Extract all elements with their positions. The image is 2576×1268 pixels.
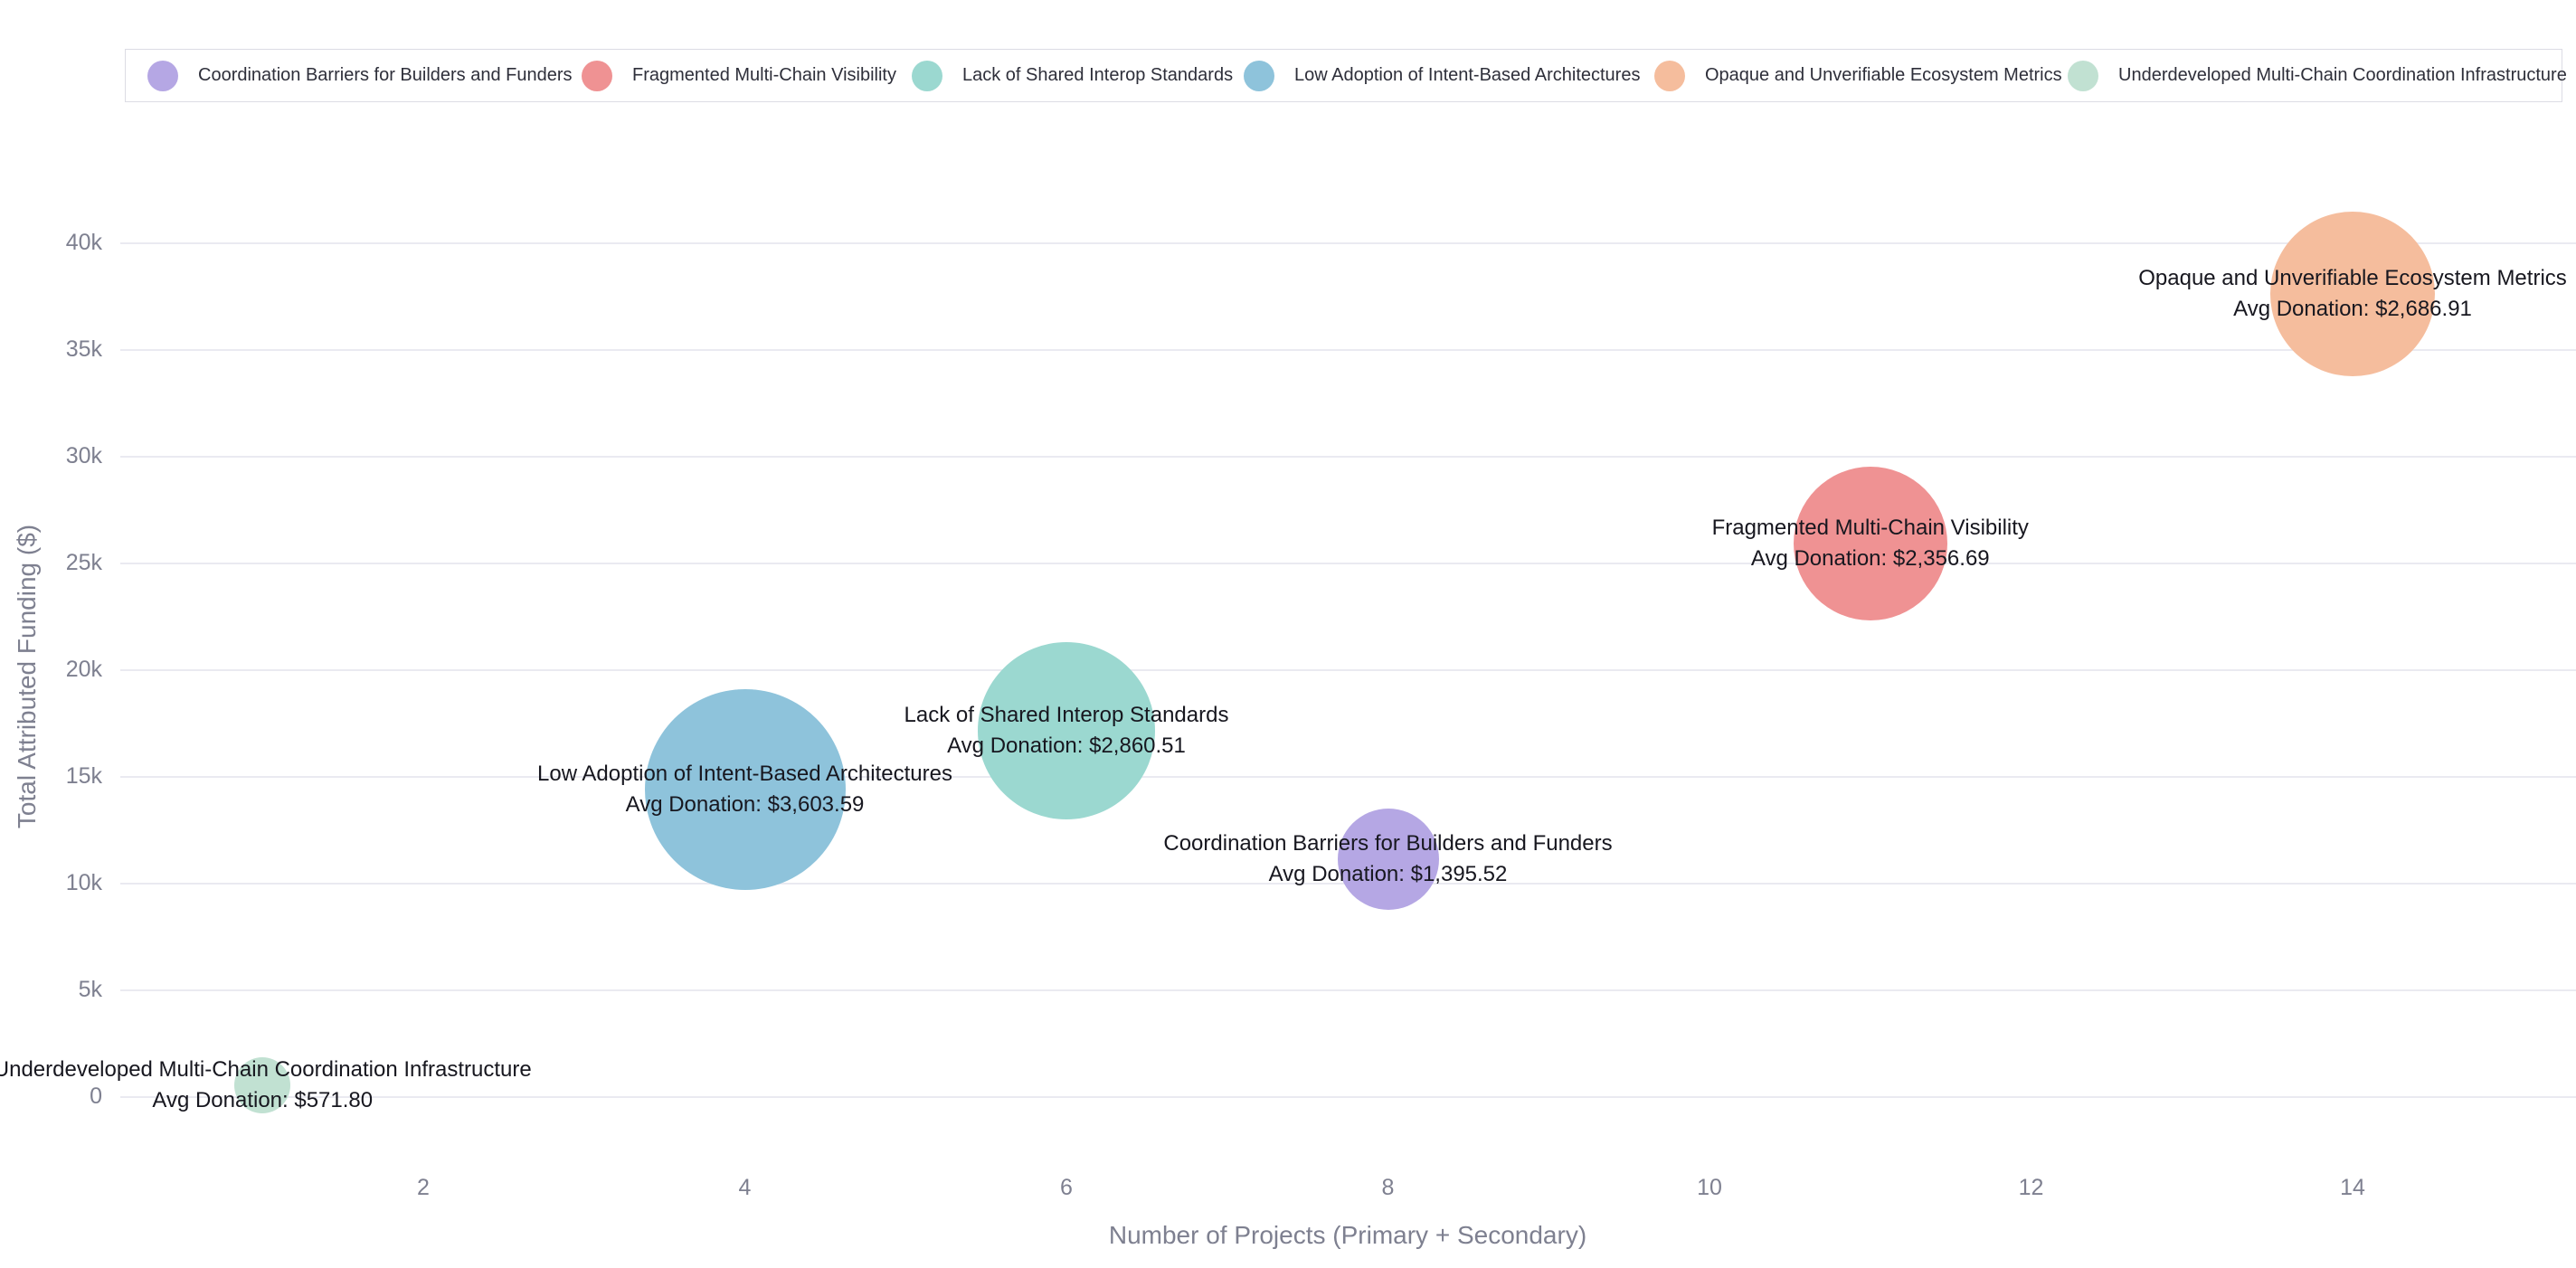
gridline-20k — [120, 669, 2576, 671]
legend-item-label: Coordination Barriers for Builders and F… — [198, 65, 573, 85]
legend-item-opaque-and-unverifiable-ecosystem-metrics[interactable]: Opaque and Unverifiable Ecosystem Metric… — [1654, 50, 2062, 101]
x-axis-title: Number of Projects (Primary + Secondary) — [1108, 1221, 1587, 1249]
y-tick-label-25k: 25k — [65, 550, 102, 575]
x-tick-label-8: 8 — [1381, 1175, 1395, 1200]
bubble-coordination-barriers-for-builders-and-funders[interactable] — [1337, 808, 1439, 910]
y-tick-label-20k: 20k — [65, 657, 102, 682]
legend-swatch-icon — [1244, 60, 1274, 91]
legend-item-label: Underdeveloped Multi-Chain Coordination … — [2118, 65, 2567, 85]
y-axis-title: Total Attributed Funding ($) — [13, 524, 41, 829]
gridline-5k — [120, 989, 2576, 991]
legend-swatch-icon — [147, 60, 178, 91]
legend-item-coordination-barriers-for-builders-and-funders[interactable]: Coordination Barriers for Builders and F… — [147, 50, 573, 101]
legend-swatch-icon — [1654, 60, 1685, 91]
y-tick-label-5k: 5k — [78, 977, 102, 1002]
y-tick-label-15k: 15k — [65, 763, 102, 789]
gridline-25k — [120, 563, 2576, 564]
legend-item-label: Low Adoption of Intent-Based Architectur… — [1294, 65, 1641, 85]
legend-swatch-icon — [582, 60, 612, 91]
bubble-underdeveloped-multi-chain-coordination-infrastructure[interactable] — [234, 1056, 291, 1113]
legend-swatch-icon — [2068, 60, 2098, 91]
legend-item-underdeveloped-multi-chain-coordination-infrastructure[interactable]: Underdeveloped Multi-Chain Coordination … — [2068, 50, 2567, 101]
legend-item-label: Opaque and Unverifiable Ecosystem Metric… — [1705, 65, 2062, 85]
legend-item-label: Lack of Shared Interop Standards — [962, 65, 1234, 85]
bubble-lack-of-shared-interop-standards[interactable] — [978, 641, 1155, 819]
x-tick-label-6: 6 — [1060, 1175, 1073, 1200]
bubble-opaque-and-unverifiable-ecosystem-metrics[interactable] — [2270, 212, 2435, 377]
legend-item-fragmented-multi-chain-visibility[interactable]: Fragmented Multi-Chain Visibility — [582, 50, 896, 101]
y-tick-label-0: 0 — [90, 1083, 102, 1109]
legend-item-lack-of-shared-interop-standards[interactable]: Lack of Shared Interop Standards — [912, 50, 1233, 101]
gridline-35k — [120, 349, 2576, 351]
y-tick-label-10k: 10k — [65, 870, 102, 895]
x-tick-label-2: 2 — [417, 1175, 430, 1200]
bubble-low-adoption-of-intent-based-architectures[interactable] — [644, 688, 846, 890]
legend-item-label: Fragmented Multi-Chain Visibility — [632, 65, 896, 85]
legend-item-low-adoption-of-intent-based-architectures[interactable]: Low Adoption of Intent-Based Architectur… — [1244, 50, 1640, 101]
y-tick-label-30k: 30k — [65, 443, 102, 468]
y-tick-label-40k: 40k — [65, 230, 102, 255]
x-tick-label-4: 4 — [738, 1175, 752, 1200]
x-tick-label-10: 10 — [1697, 1175, 1722, 1200]
x-tick-label-14: 14 — [2340, 1175, 2365, 1200]
gridline-40k — [120, 242, 2576, 244]
gridline-0 — [120, 1096, 2576, 1098]
gridline-15k — [120, 776, 2576, 778]
chart-legend: Coordination Barriers for Builders and F… — [125, 49, 2567, 102]
legend-swatch-icon — [912, 60, 942, 91]
bubble-fragmented-multi-chain-visibility[interactable] — [1793, 467, 1947, 621]
x-tick-label-12: 12 — [2018, 1175, 2044, 1200]
y-tick-label-35k: 35k — [65, 336, 102, 362]
gridline-30k — [120, 456, 2576, 458]
